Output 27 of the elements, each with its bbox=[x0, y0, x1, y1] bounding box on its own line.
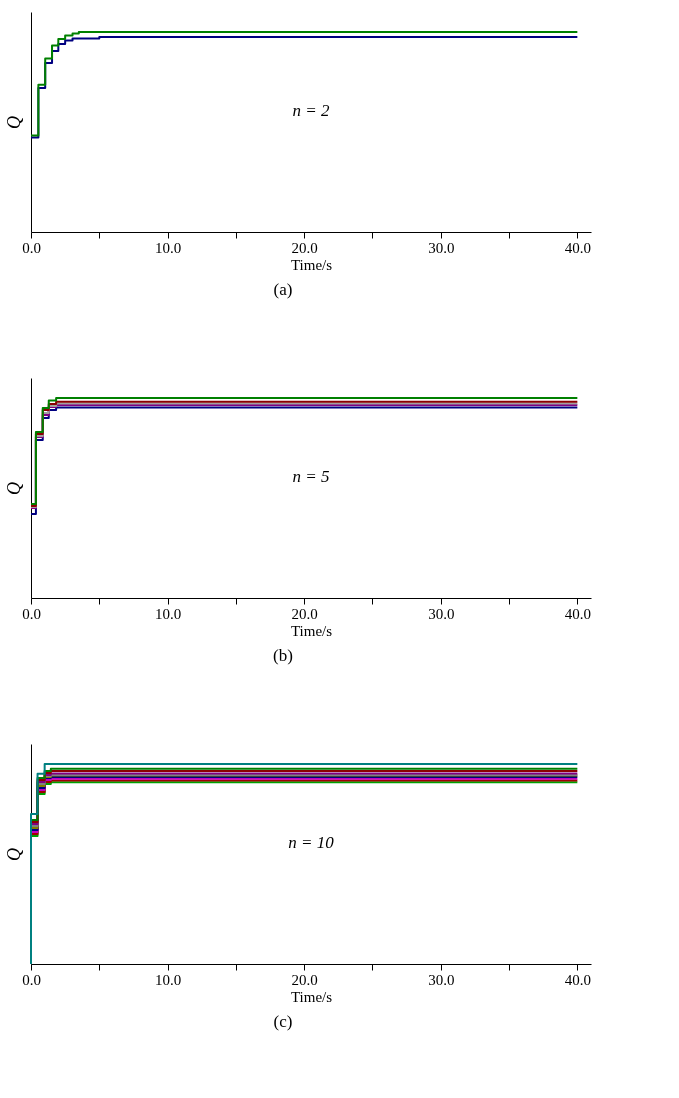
x-tick-label: 20.0 bbox=[291, 605, 318, 622]
x-tick-label: 10.0 bbox=[154, 239, 182, 256]
text: (a) bbox=[273, 280, 293, 299]
x-tick-label: 30.0 bbox=[428, 239, 455, 256]
text: (c) bbox=[273, 1012, 293, 1031]
annotation: n = 10 bbox=[288, 833, 335, 852]
x-axis-title: Time/s bbox=[290, 988, 333, 1005]
x-tick-label: 20.0 bbox=[291, 239, 318, 256]
x-tick-label: 40.0 bbox=[564, 239, 591, 256]
text: (b) bbox=[273, 646, 293, 665]
x-tick-label: 0.0 bbox=[22, 239, 41, 256]
x-axis-title: Time/s bbox=[290, 256, 333, 273]
x-tick-label: 30.0 bbox=[428, 605, 455, 622]
x-tick-label: 0.0 bbox=[22, 971, 41, 988]
y-axis-title: Q bbox=[3, 116, 24, 129]
x-tick-label: 10.0 bbox=[154, 971, 182, 988]
annotation: n = 5 bbox=[292, 467, 330, 486]
x-tick-label: 20.0 bbox=[291, 971, 318, 988]
x-tick-label: 40.0 bbox=[564, 971, 591, 988]
y-axis-title: Q bbox=[3, 848, 24, 861]
annotation: n = 2 bbox=[292, 101, 330, 120]
x-axis-title: Time/s bbox=[290, 622, 333, 639]
y-axis-title: Q bbox=[3, 482, 24, 495]
x-tick-label: 0.0 bbox=[22, 605, 41, 622]
x-tick-label: 10.0 bbox=[154, 605, 182, 622]
x-tick-label: 30.0 bbox=[428, 971, 455, 988]
x-tick-label: 40.0 bbox=[564, 605, 591, 622]
